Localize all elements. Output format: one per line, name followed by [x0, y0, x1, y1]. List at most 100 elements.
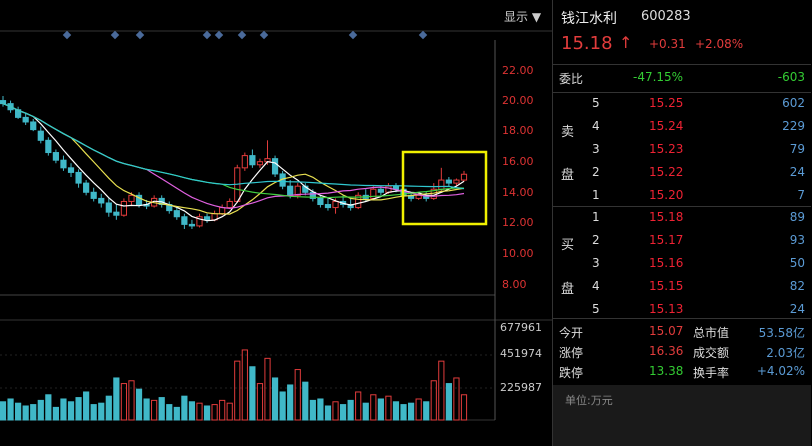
stock-code: 600283	[641, 9, 691, 24]
sell-level-number: 5	[592, 96, 600, 110]
highlight-box	[401, 150, 488, 226]
event-marker-icon	[214, 30, 224, 40]
volume-bar	[453, 377, 460, 421]
candle-body	[98, 197, 105, 204]
ratio-label: 委比	[559, 72, 584, 86]
buy-level-row[interactable]: 3 15.16 50	[553, 256, 811, 278]
volume-bar	[317, 398, 324, 421]
candle-body	[219, 207, 226, 215]
sell-level-number: 4	[592, 119, 600, 133]
turnover-amt-label: 成交额	[693, 346, 730, 360]
candle-body	[294, 185, 301, 196]
volume-tick: 451974	[500, 347, 542, 360]
buy-level-price: 15.13	[649, 302, 684, 316]
volume-bar	[339, 404, 347, 421]
price-change-pct: +2.08%	[695, 37, 744, 51]
sell-level-qty: 7	[797, 188, 805, 202]
sell-level-row[interactable]: 2 15.22 24	[553, 165, 811, 187]
turnover-rate-value: +4.02%	[756, 364, 805, 378]
sell-level-price: 15.23	[649, 142, 684, 156]
kline-svg[interactable]	[0, 0, 552, 446]
mcap-label: 总市值	[693, 326, 730, 340]
price-tick: 10.00	[502, 247, 534, 260]
ratio-diff: -603	[777, 70, 805, 84]
stats-row-3: 跌停 13.38 换手率 +4.02%	[553, 364, 811, 386]
candle-body	[75, 171, 82, 184]
buy-level-row[interactable]: 4 15.15 82	[553, 279, 811, 301]
sell-level-row[interactable]: 3 15.23 79	[553, 142, 811, 164]
candle-body	[332, 200, 339, 209]
buy-level-price: 15.18	[649, 210, 684, 224]
sell-level-row[interactable]: 1 15.20 7	[553, 188, 811, 210]
buy-level-price: 15.15	[649, 279, 684, 293]
event-marker-icon	[135, 30, 145, 40]
quote-panel: 钱江水利 600283 15.18 ↑ +0.31 +2.08% 委比 -47.…	[552, 0, 812, 446]
candle-body	[30, 121, 37, 131]
price-tick: 12.00	[502, 216, 534, 229]
volume-bar	[423, 401, 430, 421]
volume-bar	[279, 391, 286, 421]
volume-bar	[181, 395, 188, 421]
ma10-line	[2, 103, 465, 215]
volume-bar	[0, 401, 7, 421]
up-arrow-icon: ↑	[619, 33, 633, 52]
limit-up-label: 涨停	[559, 346, 584, 360]
volume-bar	[302, 381, 309, 421]
volume-bar	[287, 384, 294, 421]
buy-level-number: 1	[592, 210, 600, 224]
event-marker-icon	[202, 30, 212, 40]
price-tick: 22.00	[502, 64, 534, 77]
event-marker-icon	[62, 30, 72, 40]
volume-bar	[75, 397, 82, 421]
stats-row-1: 今开 15.07 总市值 53.58亿	[553, 324, 811, 346]
buy-level-number: 2	[592, 233, 600, 247]
volume-bar	[219, 399, 226, 421]
buy-level-price: 15.16	[649, 256, 684, 270]
candle-body	[52, 152, 60, 161]
candle-body	[317, 197, 324, 206]
volume-bar	[90, 404, 97, 421]
turnover-amt-value: 2.03亿	[766, 346, 805, 360]
buy-level-number: 4	[592, 279, 600, 293]
ma20-line	[2, 103, 465, 210]
event-marker-icon	[259, 30, 269, 40]
display-menu-button[interactable]: 显示 ▼	[504, 10, 542, 24]
open-label: 今开	[559, 326, 584, 340]
event-marker-icon	[348, 30, 358, 40]
limit-down-value: 13.38	[649, 364, 684, 378]
candle-body	[355, 194, 362, 209]
buy-label-top: 买	[561, 238, 575, 253]
volume-bar	[438, 360, 445, 421]
open-value: 15.07	[649, 324, 684, 338]
ma30-line	[2, 103, 465, 199]
candle-body	[203, 216, 211, 221]
buy-level-row[interactable]: 1 15.18 89	[553, 210, 811, 232]
volume-bar	[385, 395, 392, 421]
volume-bar	[37, 399, 44, 421]
volume-bar	[143, 398, 150, 421]
buy-level-qty: 93	[789, 233, 805, 247]
buy-level-row[interactable]: 5 15.13 24	[553, 302, 811, 324]
kline-chart-area[interactable]: 显示 ▼ 22.00 20.00 18.00 16.00 14.00 12.00…	[0, 0, 552, 446]
candle-body	[256, 161, 264, 166]
volume-bar	[234, 360, 241, 421]
volume-bar	[445, 383, 452, 421]
sell-level-price: 15.20	[649, 188, 684, 202]
volume-bar	[407, 402, 415, 421]
sell-level-number: 3	[592, 142, 600, 156]
candle-body	[188, 223, 196, 227]
ma5-line	[2, 103, 465, 222]
buy-level-row[interactable]: 2 15.17 93	[553, 233, 811, 255]
volume-bar	[370, 394, 377, 421]
volume-bar	[241, 349, 248, 421]
sell-level-row[interactable]: 5 15.25 602	[553, 96, 811, 118]
volume-bar	[256, 383, 264, 421]
sell-level-number: 1	[592, 188, 600, 202]
volume-bar	[45, 394, 52, 421]
candle-body	[445, 179, 452, 184]
volume-bar	[120, 383, 128, 421]
sell-level-row[interactable]: 4 15.24 229	[553, 119, 811, 141]
volume-bar	[392, 401, 400, 421]
volume-bar	[211, 404, 218, 421]
volume-tick: 677961	[500, 321, 542, 334]
